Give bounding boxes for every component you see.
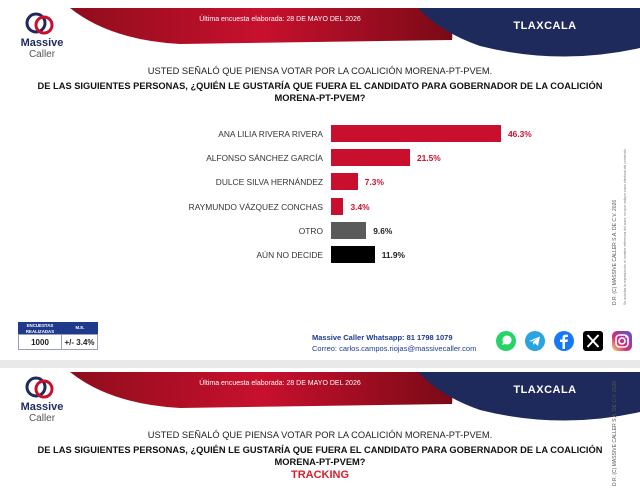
bar-3 (331, 173, 358, 191)
data-label: 9.6% (373, 225, 393, 236)
whatsapp-contact: Massive Caller Whatsapp: 81 1798 1079 (312, 333, 453, 342)
sample-size: 1000 (19, 335, 62, 349)
massive-caller-logo: Massive Caller (14, 12, 70, 64)
copyright-text: D.R. (C) MASSIVE CALLER S.A. DE C.V. 202… (612, 381, 618, 486)
category-label: OTRO (298, 225, 323, 236)
bar-4 (331, 197, 344, 215)
category-label: RAYMUNDO VÁZQUEZ CONCHAS (188, 201, 323, 212)
data-label: 7.3% (364, 177, 384, 188)
question-title-end: MORENA-PT-PVEM? (274, 457, 366, 467)
data-label: 11.9% (381, 250, 405, 260)
poll-slide: Massive Caller Última encuesta elaborada… (0, 0, 640, 360)
data-label: 21.5% (416, 153, 441, 164)
brand-name: Massive (20, 37, 64, 49)
category-label: ALFONSO SÁNCHEZ GARCÍA (206, 153, 323, 164)
bar-5 (331, 221, 367, 239)
survey-date: Última encuesta elaborada: 28 DE MAYO DE… (199, 16, 361, 23)
data-label: 3.4% (350, 201, 370, 212)
reproduction-notice: Se autoriza la reproducción el nombre re… (623, 148, 627, 305)
bar-6 (331, 246, 375, 263)
facebook-icon[interactable] (553, 330, 575, 352)
legal-notice: D.R. (C) MASSIVE CALLER S.A. DE C.V. 202… (612, 381, 618, 486)
brand-subname: Caller (28, 413, 56, 424)
brand-subname: Caller (28, 49, 56, 60)
question-title-end: MORENA-PT-PVEM? (274, 93, 366, 103)
brand-name: Massive (20, 401, 64, 413)
category-label: ANA LILIA RIVERA RIVERA (218, 129, 323, 139)
question-title: DE LAS SIGUIENTES PERSONAS, ¿QUIÉN LE GU… (37, 445, 603, 455)
copyright-text: D.R. (C) MASSIVE CALLER S.A. DE C.V. 202… (612, 200, 618, 305)
tracking-label: TRACKING (290, 469, 350, 481)
logo-icon (25, 12, 54, 35)
category-label: AÚN NO DECIDE (256, 250, 323, 260)
logo-icon (25, 376, 54, 399)
massive-caller-logo: Massive Caller (14, 376, 70, 428)
whatsapp-icon[interactable] (495, 330, 517, 352)
data-label: 46.3% (508, 129, 532, 139)
state-label: TLAXCALA (513, 384, 577, 396)
sample-header: ENCUESTAS REALIZADAS (18, 322, 62, 334)
question-intro: USTED SEÑALÓ QUE PIENSA VOTAR POR LA COA… (147, 430, 493, 440)
category-label: DULCE SILVA HERNÁNDEZ (215, 177, 323, 188)
question-intro: USTED SEÑALÓ QUE PIENSA VOTAR POR LA COA… (147, 66, 493, 76)
email-contact: Correo: carlos.campos.riojas@massivecall… (312, 344, 477, 353)
instagram-icon[interactable] (611, 330, 633, 352)
bar-1 (331, 125, 501, 142)
header-banner (0, 368, 640, 430)
contact-info: Massive Caller Whatsapp: 81 1798 1079 Co… (312, 332, 476, 354)
bar-2 (331, 149, 410, 167)
x-icon[interactable] (582, 330, 604, 352)
telegram-icon[interactable] (524, 330, 546, 352)
sample-table: ENCUESTAS REALIZADAS M.E. 1000 +/- 3.4% (18, 322, 98, 354)
error-header: M.E. (62, 322, 98, 334)
header-banner (0, 0, 640, 62)
survey-date: Última encuesta elaborada: 28 DE MAYO DE… (199, 380, 361, 387)
legal-notice: D.R. (C) MASSIVE CALLER S.A. DE C.V. 202… (612, 148, 627, 305)
question-title: DE LAS SIGUIENTES PERSONAS, ¿QUIÉN LE GU… (37, 81, 603, 91)
state-label: TLAXCALA (513, 20, 577, 32)
poll-slide-tracking: Massive Caller Última encuesta elaborada… (0, 368, 640, 489)
margin-of-error: +/- 3.4% (64, 338, 95, 347)
